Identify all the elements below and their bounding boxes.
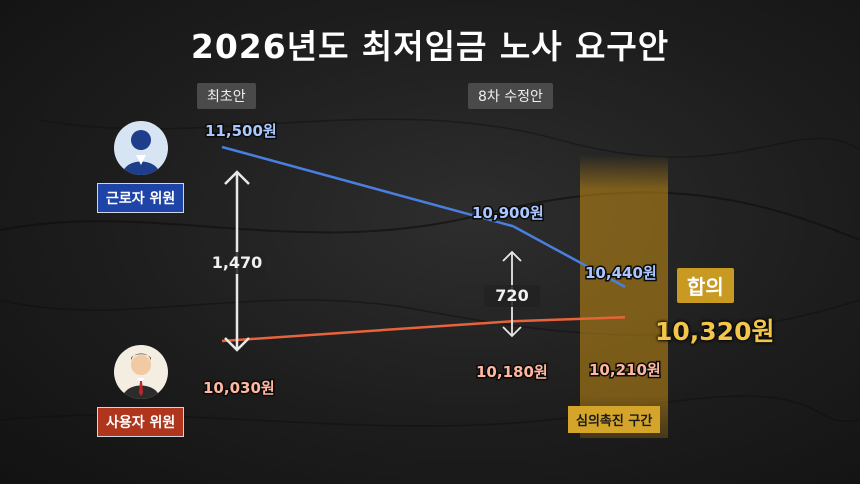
gap-value-label: 720 (495, 286, 528, 305)
deliberation-zone (580, 155, 668, 438)
manager-avatar-icon (114, 345, 168, 399)
labor-value-label: 10,900원 (472, 204, 544, 222)
labor-value-label: 10,440원 (585, 264, 657, 282)
worker-avatar-icon (114, 121, 168, 175)
gap-label-bg (484, 285, 540, 307)
management-value-label: 10,030원 (203, 379, 275, 397)
page-title: 2026년도 최저임금 노사 요구안 (190, 27, 670, 66)
labor-value-label: 11,500원 (205, 122, 277, 140)
agreement-label: 합의 (677, 268, 734, 303)
zone-label: 심의촉진 구간 (568, 406, 661, 433)
gap-value-label: 1,470 (212, 253, 263, 272)
management-series-line (221, 315, 626, 343)
stage-tag-8th-revision: 8차 수정안 (468, 83, 553, 109)
stage-tag-initial: 최초안 (197, 83, 256, 109)
gap-label-bg (209, 252, 265, 274)
management-value-label: 10,210원 (589, 361, 661, 379)
gap-arrow-head-down (502, 326, 522, 338)
gap-arrow-head-down (224, 337, 250, 352)
management-role-badge: 사용자 위원 (97, 407, 185, 437)
agreement-value: 10,320원 (655, 317, 775, 346)
gap-arrow-head-up (502, 250, 522, 262)
gap-arrow-head-up (224, 170, 250, 185)
management-value-label: 10,180원 (476, 363, 548, 381)
labor-role-badge: 근로자 위원 (97, 183, 185, 213)
labor-series-line (221, 145, 626, 288)
